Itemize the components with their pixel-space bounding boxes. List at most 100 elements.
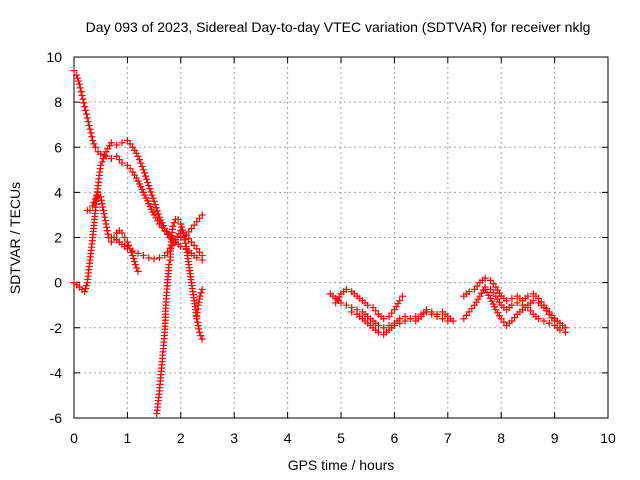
chart-title: Day 093 of 2023, Sidereal Day-to-day VTE… — [86, 19, 591, 35]
data-point — [88, 133, 96, 141]
data-point — [142, 172, 150, 180]
data-point — [147, 188, 155, 196]
data-point — [86, 125, 94, 133]
data-point — [85, 121, 93, 129]
data-point — [81, 288, 89, 296]
x-tick-label: 0 — [70, 430, 78, 446]
data-point — [149, 194, 157, 202]
data-point — [180, 232, 188, 240]
data-point — [118, 159, 126, 167]
data-point — [540, 317, 548, 325]
data-point — [131, 258, 139, 266]
data-point — [348, 308, 356, 316]
data-point — [155, 254, 163, 262]
x-tick-label: 4 — [284, 430, 292, 446]
data-point — [198, 285, 206, 293]
data-point — [144, 178, 152, 186]
data-point — [422, 306, 430, 314]
data-point — [196, 292, 204, 300]
series-s13 — [481, 285, 559, 329]
data-point — [396, 297, 404, 305]
data-point — [197, 289, 205, 297]
data-point — [198, 252, 206, 260]
data-point — [153, 207, 161, 215]
data-point — [170, 219, 178, 227]
data-point — [103, 227, 111, 235]
series-s5 — [153, 256, 174, 417]
data-point — [342, 285, 350, 293]
data-point — [380, 315, 388, 323]
data-point — [524, 292, 532, 300]
y-tick-label: -6 — [50, 410, 63, 426]
grid — [74, 57, 608, 418]
data-point — [76, 84, 84, 92]
data-point — [152, 204, 160, 212]
y-tick-label: -2 — [50, 320, 63, 336]
y-axis-label: SDTVAR / TECUs — [7, 182, 23, 294]
data-point — [154, 210, 162, 218]
y-tick-label: -4 — [50, 365, 63, 381]
x-tick-label: 3 — [230, 430, 238, 446]
series-s1 — [70, 67, 206, 264]
data-point — [97, 161, 105, 169]
data-point — [181, 239, 189, 247]
data-point — [197, 332, 205, 340]
data-point — [428, 308, 436, 316]
data-point — [79, 95, 87, 103]
data-point — [513, 299, 521, 307]
data-point — [145, 182, 153, 190]
data-point — [195, 328, 203, 336]
data-point — [93, 192, 101, 200]
data-point — [193, 254, 201, 262]
data-point — [127, 248, 135, 256]
data-point — [101, 151, 109, 159]
data-point — [146, 185, 154, 193]
data-point — [374, 321, 382, 329]
data-point — [99, 203, 107, 211]
data-point — [121, 234, 129, 241]
axis-ticks — [73, 56, 609, 419]
data-point — [70, 67, 78, 75]
data-point — [342, 301, 350, 309]
data-point — [134, 267, 142, 275]
data-point — [99, 206, 107, 214]
data-point — [143, 175, 151, 183]
series-s4 — [107, 227, 206, 263]
data-point — [380, 324, 388, 332]
y-tick-label: 0 — [54, 275, 62, 291]
data-point — [102, 220, 110, 228]
data-point — [177, 220, 185, 228]
data-point — [481, 274, 489, 282]
data-point — [165, 261, 173, 269]
data-point — [181, 236, 189, 244]
x-tick-labels: 0 1 2 3 4 5 6 7 8 9 10 — [70, 430, 616, 446]
data-point — [89, 202, 97, 210]
x-tick-label: 9 — [551, 430, 559, 446]
data-point — [78, 91, 86, 99]
data-point — [535, 315, 543, 323]
data-point — [193, 318, 201, 326]
data-point — [406, 315, 414, 323]
data-point — [94, 188, 102, 196]
data-point — [82, 106, 90, 114]
data-point — [77, 88, 85, 96]
data-point — [139, 166, 147, 174]
data-point — [148, 191, 156, 199]
data-point — [104, 230, 112, 238]
series-s2 — [70, 136, 206, 296]
data-point — [150, 197, 158, 205]
data-point — [138, 162, 146, 170]
data-point — [107, 234, 115, 241]
data-point — [101, 213, 109, 221]
y-tick-label: 6 — [54, 139, 62, 155]
data-point — [80, 99, 88, 107]
data-point — [401, 317, 409, 325]
x-tick-label: 1 — [124, 430, 132, 446]
data-point — [529, 297, 537, 305]
data-point — [150, 255, 158, 263]
data-point — [89, 136, 97, 144]
data-point — [125, 241, 133, 249]
data-point — [107, 139, 115, 147]
y-tick-labels: -6 -4 -2 0 2 4 6 8 10 — [46, 49, 62, 426]
